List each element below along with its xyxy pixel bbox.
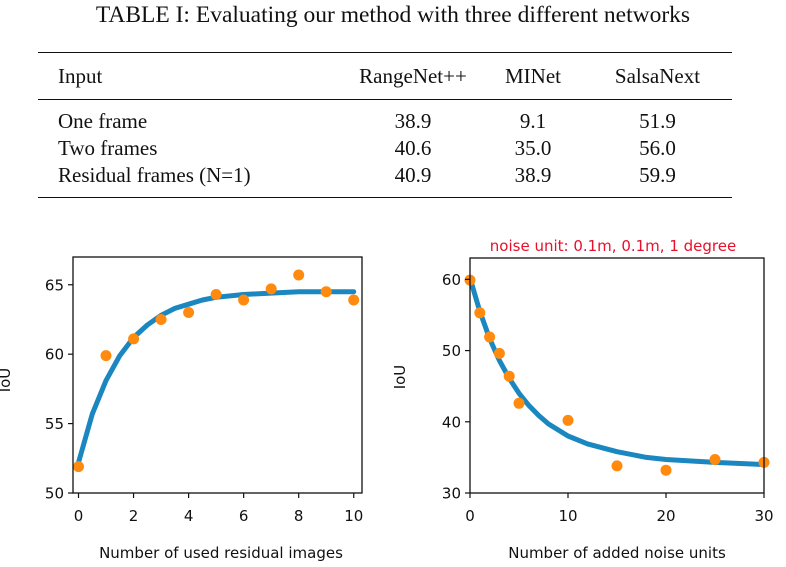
- y-tick-label: 50: [45, 485, 64, 503]
- row-label: One frame: [58, 109, 148, 133]
- data-point: [513, 397, 525, 409]
- x-tick-label: 0: [465, 507, 475, 525]
- data-point: [348, 294, 360, 306]
- table-header-row: Input RangeNet++ MINet SalsaNext: [38, 52, 732, 100]
- y-tick-label: 60: [45, 346, 64, 364]
- chart-1: 0 2 4 6 8 10 50 55 60 65: [45, 256, 363, 525]
- cell-value: 40.6: [394, 136, 432, 160]
- y-tick-label: 60: [442, 271, 461, 289]
- x-tick-label: 20: [656, 507, 675, 525]
- cell-value: 40.9: [394, 163, 432, 187]
- data-point: [493, 347, 505, 359]
- y-tick-label: 40: [442, 413, 461, 431]
- data-point: [210, 289, 222, 300]
- cell-value: 9.1: [519, 109, 547, 133]
- y-tick-label: 50: [442, 342, 461, 360]
- axes-frame: [72, 256, 363, 494]
- x-tick-label: 0: [74, 507, 84, 525]
- cell-value: 51.9: [639, 109, 676, 133]
- x-tick-label: 30: [754, 507, 773, 525]
- table-row: Two frames 40.6 35.0 56.0: [38, 135, 732, 162]
- x-tick-label: 8: [294, 507, 304, 525]
- data-point: [73, 461, 84, 473]
- data-point: [660, 464, 672, 476]
- data-point: [474, 307, 486, 319]
- x-tick-label: 2: [129, 507, 139, 525]
- data-point: [503, 370, 515, 382]
- x-tick-label: 10: [344, 507, 363, 525]
- x-axis-label: Number of used residual images: [99, 544, 343, 562]
- header-salsanext: SalsaNext: [614, 63, 701, 88]
- fit-curve: [467, 275, 767, 467]
- x-tick-label: 6: [239, 507, 249, 525]
- cell-value: 35.0: [514, 136, 552, 160]
- x-axis-label: Number of added noise units: [508, 544, 726, 562]
- y-tick-label: 55: [45, 415, 64, 433]
- data-point: [128, 333, 140, 345]
- data-point: [484, 331, 496, 343]
- y-axis-label: IoU: [0, 368, 14, 393]
- data-point: [265, 283, 277, 295]
- data-point: [709, 454, 721, 465]
- x-tick-label: 4: [184, 507, 194, 525]
- chart-2: 0 10 20 30 30 40 50 60: [442, 257, 774, 525]
- table-caption: TABLE I: Evaluating our method with thre…: [95, 2, 691, 28]
- chart-title: noise unit: 0.1m, 0.1m, 1 degree: [490, 237, 736, 255]
- data-point: [562, 414, 574, 426]
- cell-value: 59.9: [639, 163, 676, 187]
- data-point: [183, 307, 195, 318]
- row-label: Two frames: [58, 136, 158, 160]
- table-row: One frame 38.9 9.1 51.9: [38, 100, 732, 136]
- data-point: [293, 269, 305, 281]
- table-row: Residual frames (N=1) 40.9 38.9 59.9: [38, 162, 732, 198]
- row-label: Residual frames (N=1): [58, 163, 251, 187]
- data-point: [238, 294, 250, 306]
- cell-value: 56.0: [639, 136, 676, 160]
- header-input: Input: [58, 63, 103, 88]
- axes-frame: [469, 257, 765, 494]
- data-point: [155, 314, 167, 325]
- cell-value: 38.9: [394, 109, 432, 133]
- fit-curve: [76, 289, 357, 465]
- header-rangenet: RangeNet++: [359, 63, 467, 88]
- data-point: [320, 286, 332, 298]
- y-tick-label: 30: [442, 485, 461, 503]
- y-axis-label: IoU: [391, 365, 409, 390]
- x-tick-label: 10: [558, 507, 577, 525]
- data-point: [100, 350, 112, 362]
- y-tick-label: 65: [45, 276, 64, 294]
- header-minet: MINet: [505, 63, 561, 88]
- results-table: Input RangeNet++ MINet SalsaNext One fra…: [38, 52, 732, 198]
- data-point: [611, 460, 623, 472]
- cell-value: 38.9: [514, 163, 552, 187]
